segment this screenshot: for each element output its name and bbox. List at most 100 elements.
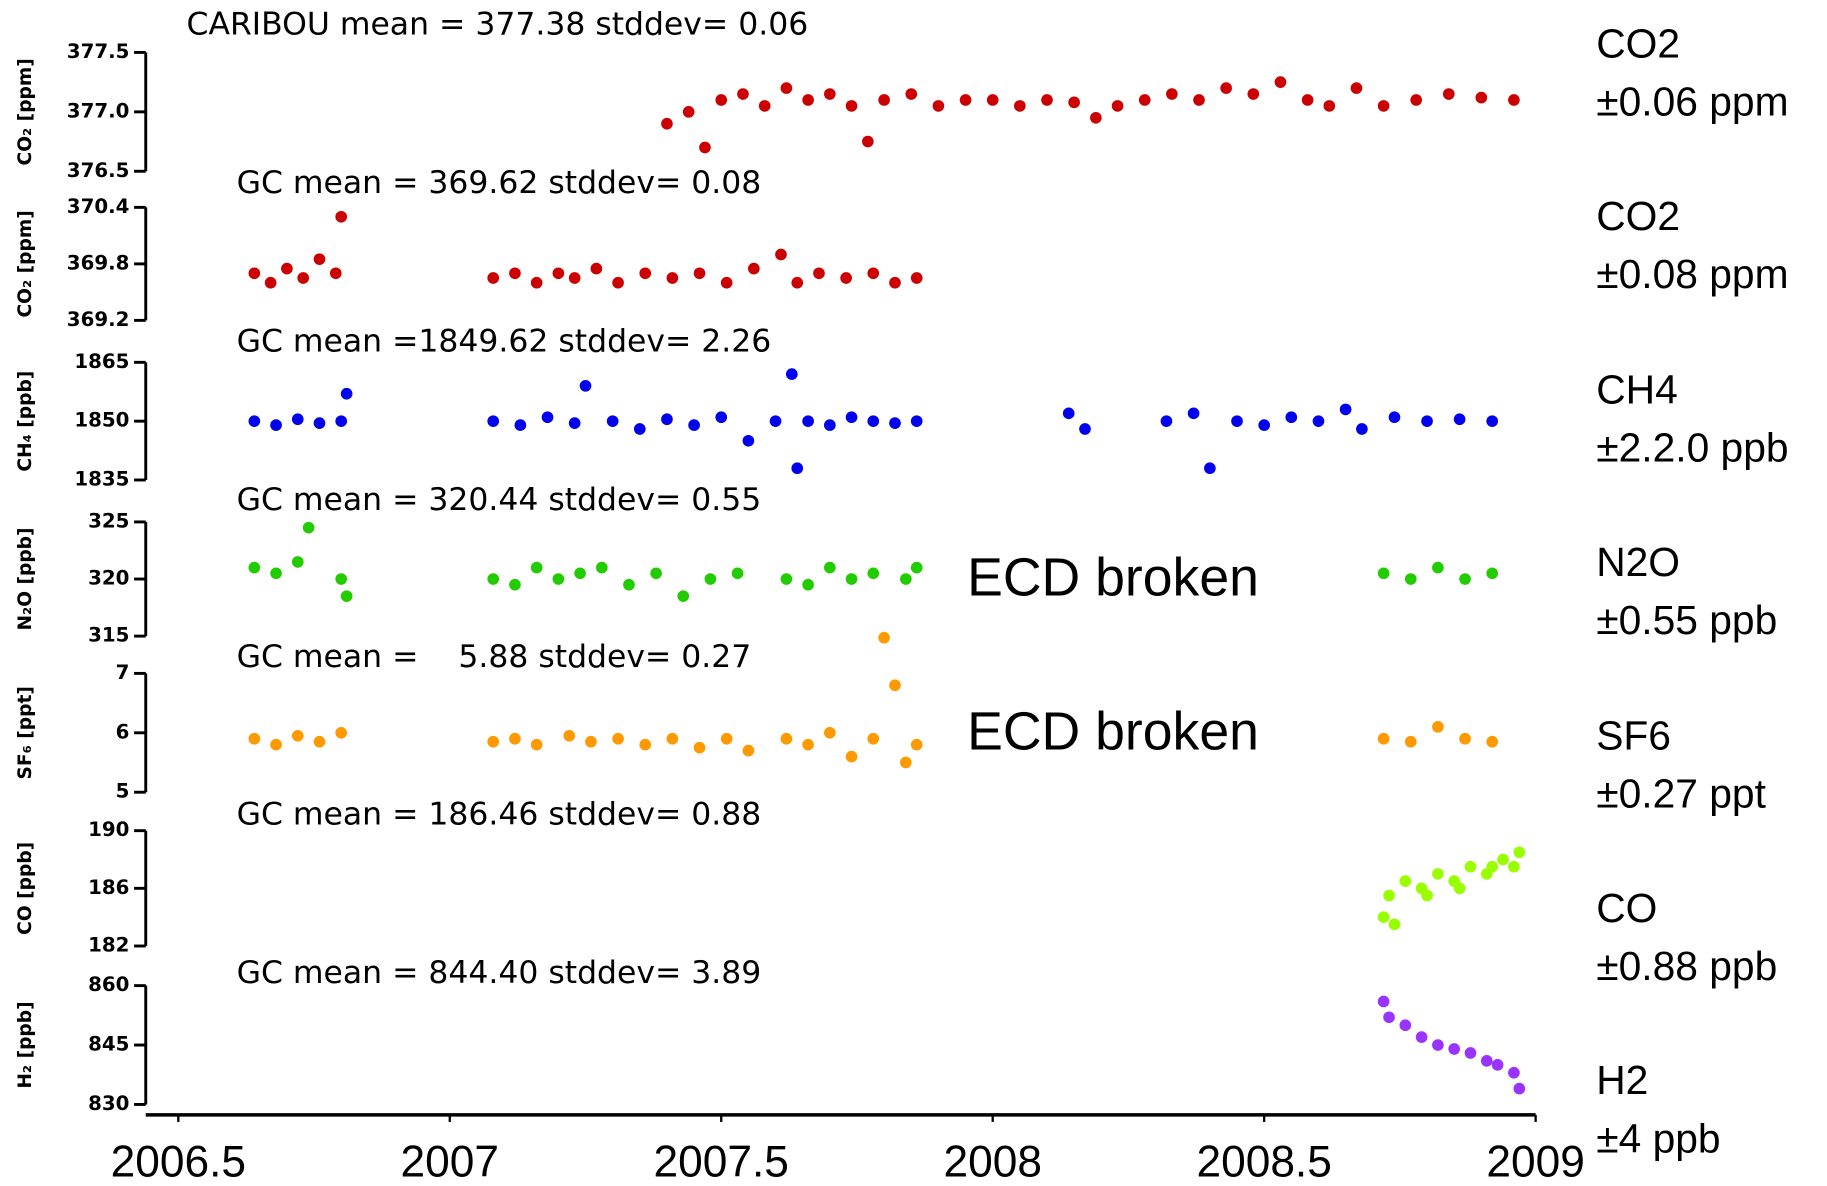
data-point [1432, 721, 1444, 733]
data-point [1204, 462, 1216, 475]
data-point [824, 88, 836, 100]
data-point [1508, 1066, 1520, 1079]
data-point [270, 738, 282, 751]
data-point [590, 262, 603, 275]
panel-title: GC mean = 844.40 stddev= 3.89 [237, 955, 762, 991]
data-point [313, 417, 326, 429]
data-point [1138, 94, 1151, 106]
data-point [889, 679, 901, 692]
data-point [340, 387, 353, 400]
data-point [878, 94, 890, 106]
y-tick-label: 182 [88, 934, 129, 957]
data-point [552, 573, 565, 585]
data-point [1383, 889, 1395, 902]
gas-label: SF6 [1596, 712, 1671, 758]
data-point [1274, 76, 1287, 88]
data-point [1377, 732, 1390, 745]
data-point [650, 567, 662, 580]
data-point [1041, 94, 1053, 106]
data-point [715, 411, 728, 424]
data-point [612, 276, 624, 289]
data-point [313, 735, 326, 748]
y-tick-label: 190 [88, 818, 129, 841]
precision-label: ±0.27 ppt [1596, 771, 1766, 817]
data-point [1187, 407, 1200, 420]
data-point [248, 267, 261, 280]
data-point [862, 135, 874, 148]
data-point [574, 567, 586, 580]
data-point [845, 573, 858, 585]
panel-title: GC mean = 186.46 stddev= 0.88 [237, 797, 762, 833]
data-point [791, 276, 804, 289]
data-point [514, 419, 527, 431]
data-point [1377, 995, 1390, 1008]
data-point [1356, 423, 1368, 435]
data-point [530, 276, 543, 289]
data-point [1421, 889, 1433, 902]
data-point [270, 567, 282, 580]
data-point [1231, 415, 1243, 427]
data-point [1399, 1019, 1412, 1032]
data-point [509, 267, 521, 280]
data-point [699, 141, 711, 154]
data-point [867, 567, 880, 580]
data-point [1486, 415, 1499, 427]
data-point [1475, 91, 1488, 104]
data-point [661, 413, 673, 426]
data-point [1459, 732, 1471, 745]
data-point [1491, 1059, 1504, 1071]
data-point [1480, 1055, 1493, 1067]
y-tick-label: 5 [116, 780, 130, 803]
data-point [1432, 868, 1444, 880]
data-point [693, 267, 706, 280]
y-axis-label: CO₂ [ppm] [15, 58, 36, 165]
data-point [758, 100, 771, 112]
data-point [900, 756, 912, 769]
panel-title: GC mean = 369.62 stddev= 0.08 [237, 165, 762, 201]
data-point [1323, 100, 1336, 112]
precision-label: ±0.08 ppm [1596, 251, 1788, 297]
precision-label: ±0.06 ppm [1596, 79, 1788, 125]
data-point [1410, 94, 1423, 106]
data-point [639, 267, 652, 280]
precision-label: ±0.55 ppb [1596, 597, 1777, 643]
data-point [910, 738, 923, 751]
data-point [1399, 875, 1412, 887]
data-point [769, 415, 782, 427]
y-tick-label: 6 [116, 720, 130, 743]
data-point [845, 411, 858, 424]
data-point [1166, 88, 1178, 100]
data-point [889, 276, 901, 289]
data-point [1111, 100, 1124, 112]
data-point [720, 276, 733, 289]
data-point [1258, 419, 1270, 431]
y-axis-label: H₂ [ppb] [15, 1001, 36, 1088]
data-point [1068, 96, 1080, 109]
data-point [585, 735, 597, 748]
x-tick-label: 2008 [943, 1138, 1041, 1186]
data-point [248, 561, 261, 574]
data-point [780, 732, 793, 745]
data-point [509, 578, 521, 591]
data-point [1312, 415, 1325, 427]
data-point [1377, 567, 1390, 580]
data-point [1301, 94, 1314, 106]
data-point [1453, 882, 1466, 895]
y-axis-label: CO [ppb] [15, 842, 36, 935]
data-point [737, 88, 749, 100]
panel-title: GC mean = 5.88 stddev= 0.27 [237, 639, 752, 675]
data-point [1513, 1082, 1526, 1095]
data-point [715, 94, 728, 106]
data-point [639, 738, 652, 751]
data-point [775, 248, 787, 261]
data-point [291, 556, 304, 568]
data-point [742, 434, 755, 447]
data-point [1383, 1011, 1395, 1024]
data-point [1464, 1047, 1477, 1059]
data-point [780, 573, 793, 585]
data-point [1486, 735, 1499, 748]
data-point [1377, 100, 1390, 112]
data-point [335, 210, 348, 223]
data-point [1486, 860, 1499, 873]
